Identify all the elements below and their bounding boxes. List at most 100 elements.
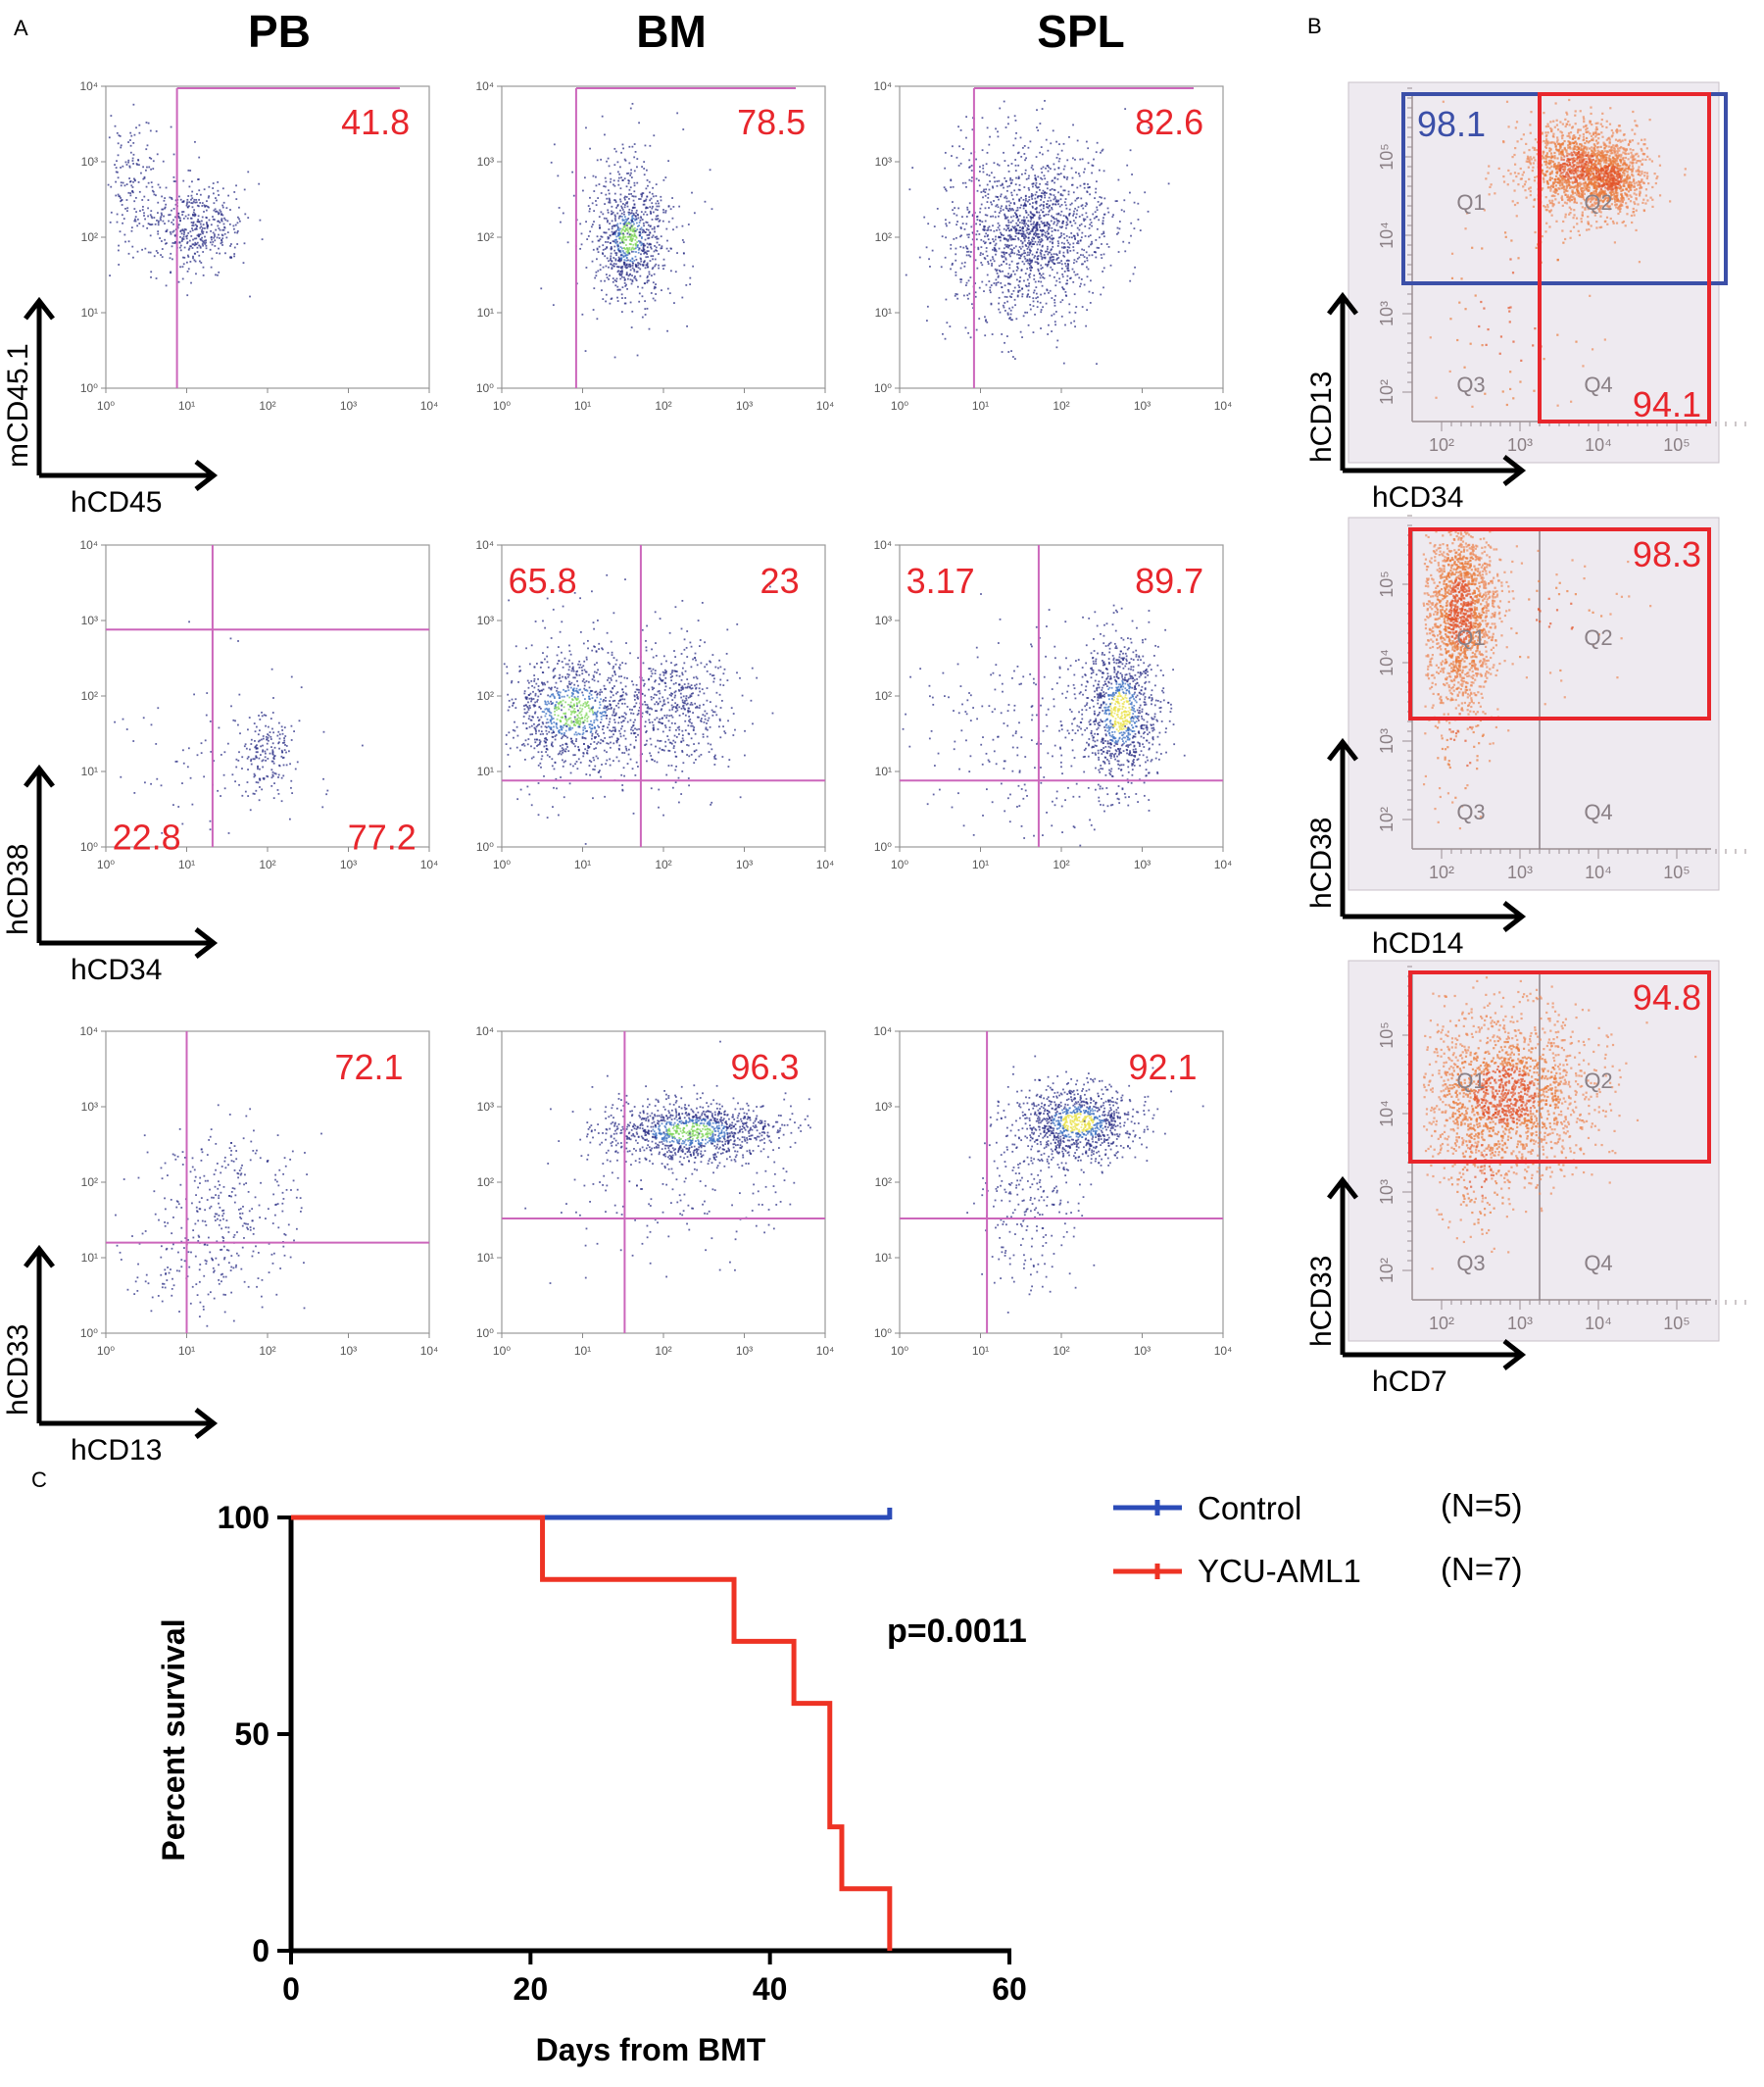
event-dot: [579, 247, 582, 250]
event-dot: [194, 201, 197, 204]
event-dot: [1056, 222, 1059, 224]
event-dot: [1001, 264, 1003, 267]
event-dot: [1091, 224, 1094, 227]
event-dot: [1053, 194, 1055, 197]
gate-percentage: 82.6: [1135, 102, 1203, 142]
event-dot: [1018, 229, 1020, 232]
event-dot: [561, 661, 564, 663]
event-dot: [725, 652, 728, 655]
event-dot: [238, 693, 241, 696]
event-dot: [618, 729, 620, 732]
event-dot: [1014, 159, 1017, 161]
event-dot: [666, 697, 669, 700]
event-dot: [179, 266, 181, 269]
event-dot: [611, 225, 613, 228]
event-dot: [272, 757, 275, 760]
event-dot: [631, 217, 634, 220]
event-dot: [157, 230, 160, 233]
event-dot: [571, 711, 574, 713]
event-dot: [171, 258, 173, 261]
event-dot: [929, 266, 931, 268]
event-dot: [582, 729, 585, 731]
event-dot: [690, 695, 693, 698]
event-dot: [629, 226, 632, 229]
event-dot: [630, 169, 632, 172]
event-dot: [957, 165, 960, 167]
event-dot: [191, 202, 194, 205]
event-dot: [1025, 245, 1028, 247]
event-dot: [191, 227, 193, 229]
event-dot: [1008, 233, 1011, 236]
event-dot: [195, 224, 198, 227]
event-dot: [655, 293, 658, 295]
event-dot: [556, 687, 559, 690]
event-dot: [1062, 215, 1065, 217]
event-dot: [686, 678, 689, 680]
event-dot: [1037, 280, 1040, 283]
event-dot: [1001, 256, 1004, 259]
event-dot: [670, 765, 673, 767]
event-dot: [568, 659, 570, 662]
event-dot: [267, 733, 270, 736]
event-dot: [132, 103, 135, 106]
event-dot: [997, 206, 1000, 209]
event-dot: [182, 179, 185, 182]
event-dot: [655, 246, 658, 249]
event-dot: [1029, 251, 1031, 254]
event-dot: [566, 685, 569, 687]
event-dot: [607, 236, 610, 238]
plot-frame: [105, 85, 430, 389]
event-dot: [525, 727, 528, 729]
event-dot: [1015, 228, 1018, 231]
event-dot: [660, 247, 662, 250]
event-dot: [709, 660, 711, 663]
event-dot: [703, 692, 706, 695]
event-dot: [1014, 213, 1017, 216]
event-dot: [552, 745, 554, 748]
event-dot: [132, 153, 135, 156]
event-dot: [652, 668, 655, 671]
event-dot: [598, 224, 601, 226]
event-dot: [184, 215, 187, 218]
event-dot: [203, 775, 206, 778]
event-dot: [1018, 289, 1021, 292]
event-dot: [660, 679, 662, 682]
event-dot: [1096, 206, 1099, 209]
event-dot: [631, 768, 634, 770]
event-dot: [217, 789, 220, 792]
event-dot: [1077, 240, 1079, 243]
event-dot: [1086, 203, 1088, 206]
event-dot: [581, 708, 584, 711]
event-dot: [1044, 191, 1046, 194]
event-dot: [1076, 252, 1079, 254]
event-dot: [1065, 224, 1068, 226]
event-dot: [1053, 263, 1055, 266]
event-dot: [704, 666, 707, 669]
event-dot: [567, 708, 570, 711]
event-dot: [129, 180, 132, 182]
event-dot: [989, 180, 991, 182]
event-dot: [523, 712, 526, 715]
x-tick-label: 10²: [259, 399, 275, 413]
event-dot: [587, 716, 590, 719]
event-dot: [1075, 172, 1077, 174]
event-dot: [266, 774, 269, 777]
event-dot: [539, 733, 542, 735]
event-dot: [172, 229, 175, 232]
event-dot: [644, 703, 647, 706]
event-dot: [1010, 250, 1013, 253]
event-dot: [659, 747, 662, 750]
event-dot: [685, 283, 688, 286]
event-dot: [953, 213, 956, 215]
event-dot: [1034, 280, 1037, 283]
event-dot: [130, 184, 133, 187]
event-dot: [612, 224, 615, 227]
event-dot: [977, 248, 980, 251]
event-dot: [262, 750, 264, 753]
event-dot: [1102, 230, 1105, 233]
event-dot: [627, 179, 630, 181]
event-dot: [591, 697, 594, 700]
event-dot: [1018, 183, 1021, 186]
event-dot: [673, 650, 675, 652]
event-dot: [1022, 204, 1025, 207]
